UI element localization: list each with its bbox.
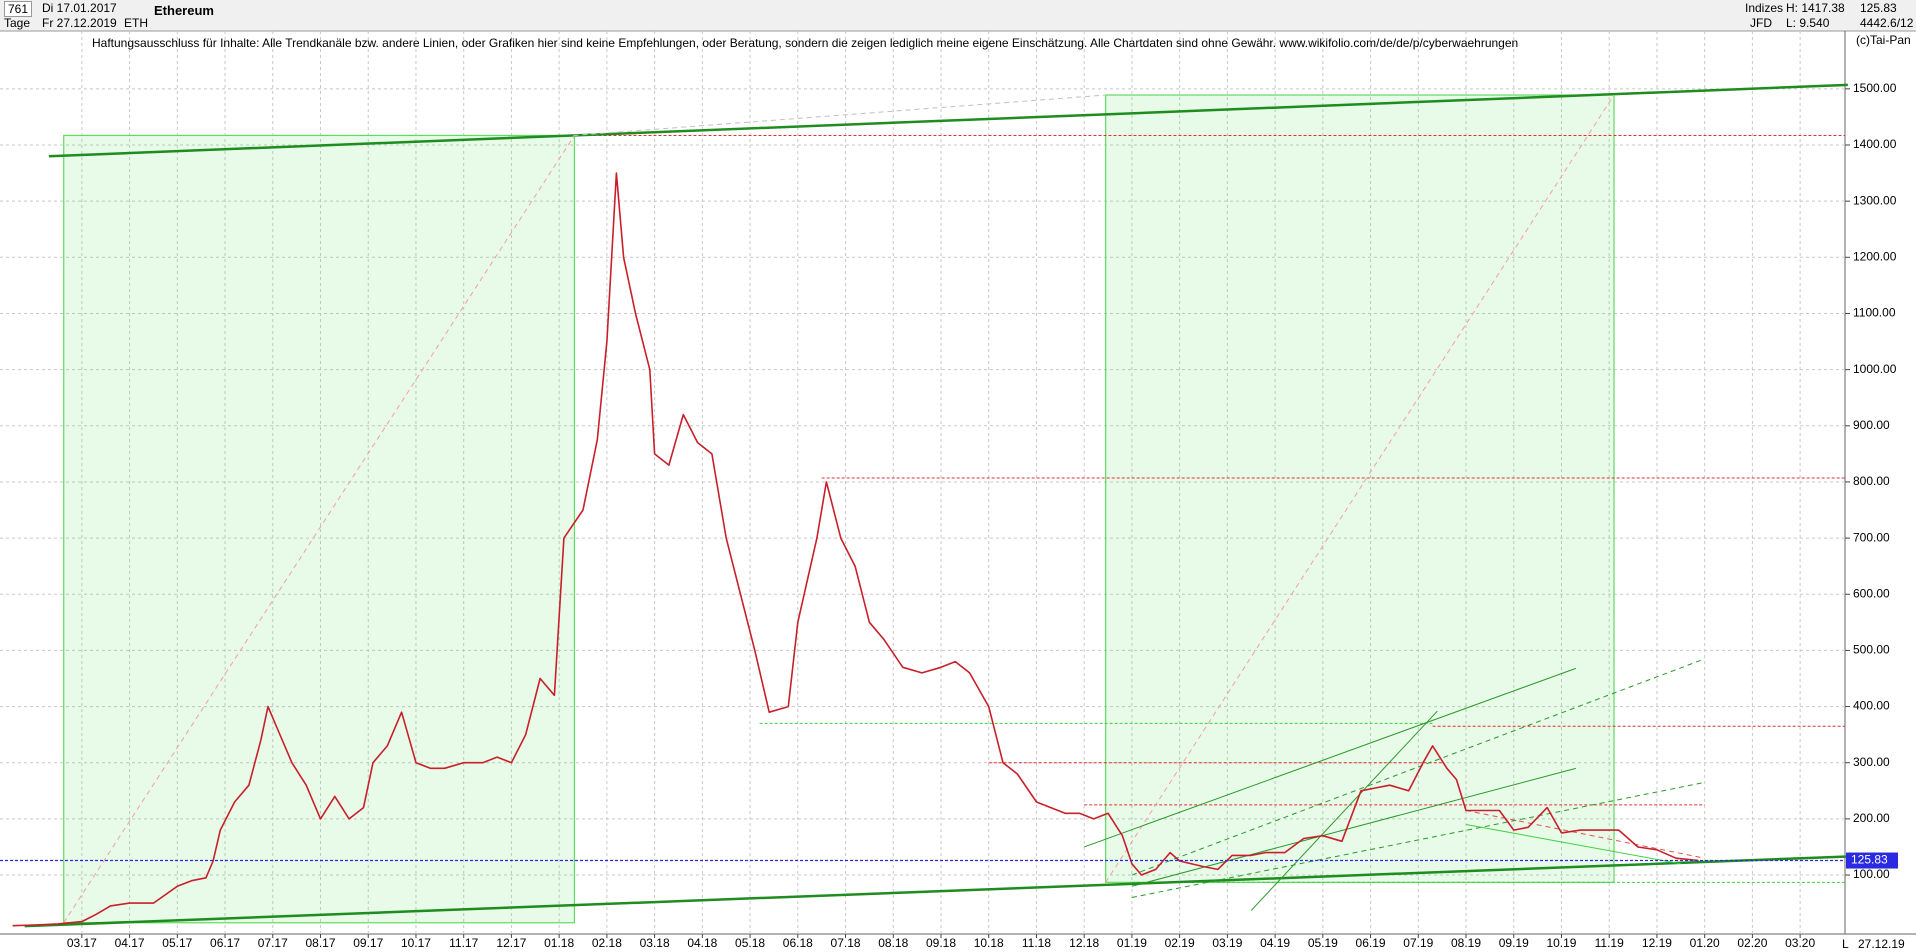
x-tick-label: 06.17	[210, 936, 240, 950]
group: Indizes	[1745, 1, 1784, 15]
y-tick-label: 800.00	[1853, 474, 1890, 488]
y-tick-label: 300.00	[1853, 755, 1890, 769]
date-label: 27.12.19	[1858, 937, 1905, 951]
x-tick-label: 10.17	[401, 936, 431, 950]
current-price-label: 125.83	[1851, 853, 1888, 867]
trendline	[573, 94, 1106, 136]
y-tick-label: 1000.00	[1853, 362, 1897, 376]
x-tick-label: 04.18	[687, 936, 717, 950]
y-tick-label: 500.00	[1853, 643, 1890, 657]
y-tick-label: 200.00	[1853, 811, 1890, 825]
x-tick-label: 08.18	[878, 936, 908, 950]
scale-mode: L	[1842, 937, 1849, 951]
y-tick-label: 1100.00	[1853, 306, 1896, 320]
broker: JFD	[1750, 16, 1772, 30]
x-tick-label: 07.19	[1403, 936, 1433, 950]
chart-title: Ethereum	[154, 3, 214, 18]
extra: 4442.6/12	[1860, 16, 1914, 30]
trendline	[1465, 824, 1681, 865]
x-tick-label: 10.18	[974, 936, 1004, 950]
high: H: 1417.38	[1786, 1, 1845, 15]
y-tick-label: 1300.00	[1853, 193, 1897, 207]
symbol: ETH	[124, 16, 148, 30]
x-tick-label: 12.18	[1069, 936, 1099, 950]
current-price-box	[1846, 852, 1898, 869]
x-tick-label: 01.18	[544, 936, 574, 950]
y-tick-label: 100.00	[1853, 867, 1890, 881]
trendline	[24, 855, 1848, 928]
y-tick-label: 1500.00	[1853, 81, 1897, 95]
y-tick-label: 700.00	[1853, 530, 1890, 544]
y-tick-label: 600.00	[1853, 586, 1890, 600]
x-tick-label: 03.18	[640, 936, 670, 950]
x-tick-label: 02.20	[1737, 936, 1767, 950]
plot-layer: 100.00 200.00 300.00 400.00 500.00 600.00 700.…	[0, 31, 1898, 950]
x-tick-label: 12.19	[1642, 936, 1672, 950]
x-tick-label: 09.18	[926, 936, 956, 950]
x-tick-label: 04.17	[115, 936, 145, 950]
y-tick-label: 1200.00	[1853, 249, 1897, 263]
x-tick-label: 09.19	[1499, 936, 1529, 950]
y-tick-label: 900.00	[1853, 418, 1890, 432]
x-tick-label: 07.17	[258, 936, 288, 950]
trendline	[63, 135, 575, 924]
x-tick-label: 07.18	[831, 936, 861, 950]
x-tick-label: 09.17	[353, 936, 383, 950]
last: 125.83	[1860, 1, 1897, 15]
trendline	[1131, 781, 1705, 898]
low: L: 9.540	[1786, 16, 1830, 30]
x-tick-label: 11.19	[1595, 936, 1624, 950]
x-tick-label: 03.19	[1212, 936, 1242, 950]
x-tick-label: 11.18	[1022, 936, 1051, 950]
x-tick-label: 08.19	[1451, 936, 1481, 950]
trendline	[1105, 94, 1615, 883]
top-bar	[0, 0, 1916, 31]
trendline	[1131, 658, 1705, 876]
x-tick-label: 10.19	[1546, 936, 1576, 950]
x-tick-label: 05.17	[162, 936, 192, 950]
x-tick-label: 03.17	[67, 936, 97, 950]
y-tick-label: 400.00	[1853, 699, 1890, 713]
x-tick-label: 05.19	[1308, 936, 1338, 950]
end-date: Fr 27.12.2019	[42, 16, 117, 30]
x-tick-label: 01.20	[1690, 936, 1720, 950]
price-line	[12, 172, 1699, 927]
x-tick-label: 05.18	[735, 936, 765, 950]
period-select[interactable]: Tage	[4, 16, 31, 30]
y-tick-label: 1400.00	[1853, 137, 1897, 151]
x-tick-label: 06.19	[1356, 936, 1386, 950]
x-tick-label: 03.20	[1785, 936, 1815, 950]
x-tick-label: 02.18	[592, 936, 622, 950]
disclaimer: Haftungsausschluss für Inhalte: Alle Tre…	[92, 36, 1519, 50]
x-tick-label: 02.19	[1165, 936, 1195, 950]
x-tick-label: 08.17	[305, 936, 335, 950]
trendline	[1250, 710, 1438, 911]
x-tick-label: 06.18	[783, 936, 813, 950]
x-tick-label: 12.17	[496, 936, 526, 950]
x-tick-label: 11.17	[449, 936, 478, 950]
x-tick-label: 01.19	[1117, 936, 1147, 950]
count-select[interactable]: 761	[4, 1, 33, 17]
trendline	[1084, 667, 1576, 848]
start-date: Di 17.01.2017	[42, 1, 117, 15]
x-tick-label: 04.19	[1260, 936, 1290, 950]
copyright: (c)Tai-Pan	[1856, 33, 1911, 47]
trendline	[48, 83, 1848, 158]
